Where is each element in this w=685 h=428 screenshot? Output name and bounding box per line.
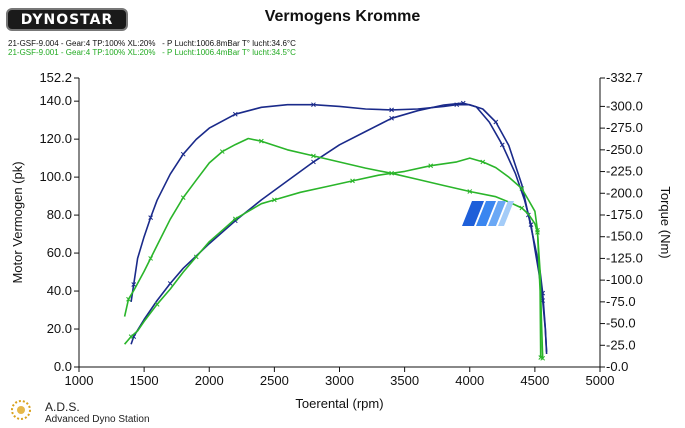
y2-tick-label: -125.0 [606,250,643,265]
series-point-3 [219,149,225,154]
y2-tick-label: -175.0 [606,207,643,222]
series-point-1 [311,102,316,108]
series-point-4 [519,186,525,191]
watermark-stripes-icon [462,201,514,226]
series-point-2 [460,100,466,106]
series-point-4 [535,227,540,233]
y2-tick-label: -332.7 [606,70,643,85]
x-tick-label: 2500 [260,373,289,388]
series-point-1 [148,215,153,220]
series-point-1 [180,151,186,157]
series-point-3 [258,138,264,144]
x-axis-label: Toerental (rpm) [295,396,383,411]
series-line-2 [130,102,548,352]
y2-tick-label: -100.0 [606,272,643,287]
series-point-4 [480,159,486,165]
series-point-3 [180,195,186,200]
series-point-4 [272,197,277,203]
series-point-4 [154,301,160,307]
x-tick-label: 3500 [390,373,419,388]
y-tick-label: 60.0 [47,245,72,260]
y-tick-label: 100.0 [39,169,72,184]
series-point-1 [131,282,137,287]
y2-tick-label: -200.0 [606,185,643,200]
y-tick-label: 40.0 [47,283,72,298]
y2-tick-label: -250.0 [606,142,643,157]
series-point-1 [493,119,499,125]
series-point-3 [467,189,473,194]
series-point-2 [499,142,505,148]
series-point-1 [232,111,238,117]
y-tick-label: 20.0 [47,321,72,336]
series-line-1 [130,103,548,355]
series-point-3 [311,153,316,159]
series-line-3 [123,137,544,359]
series-point-2 [389,115,394,121]
footer-name: A.D.S. [45,400,80,414]
y-tick-label: 80.0 [47,207,72,222]
y-tick-label: 152.2 [39,70,72,85]
y-tick-label: 140.0 [39,93,72,108]
x-tick-label: 3000 [325,373,354,388]
y2-tick-label: -25.0 [606,337,636,352]
series-point-3 [126,296,131,302]
y-tick-label: 120.0 [39,131,72,146]
y-axis-label: Motor Vermogen (pk) [10,161,25,283]
series-point-2 [167,281,173,286]
series-point-3 [519,205,525,211]
series-point-1 [389,107,394,113]
x-tick-label: 4500 [520,373,549,388]
y2-tick-label: -150.0 [606,229,643,244]
x-tick-label: 5000 [586,373,615,388]
chart-title: Vermogens Kromme [264,8,421,25]
series-point-2 [311,159,316,165]
y-tick-label: 0.0 [54,359,72,374]
x-tick-label: 4000 [455,373,484,388]
series-point-2 [528,222,534,227]
ads-logo-icon [11,400,31,420]
series-line-4 [123,157,542,358]
run-info-1: 21-GSF-9.004 - Gear:4 TP:100% XL:20% - P… [8,39,296,48]
series-point-4 [193,254,199,260]
dynostar-logo: DYNOSTAR [6,8,128,31]
y2-tick-label: -225.0 [606,164,643,179]
series-point-4 [428,163,434,169]
y2-axis-label: Torque (Nm) [658,186,673,258]
series-point-4 [538,355,544,360]
y2-tick-label: -0.0 [606,359,628,374]
x-tick-label: 2000 [195,373,224,388]
series-point-4 [128,334,134,339]
y2-tick-label: -50.0 [606,316,636,331]
y2-tick-label: -75.0 [606,294,636,309]
series-point-4 [232,216,238,222]
y2-tick-label: -300.0 [606,98,643,113]
series-point-3 [148,256,153,261]
y2-tick-label: -275.0 [606,120,643,135]
x-tick-label: 1000 [65,373,94,388]
x-tick-label: 1500 [130,373,159,388]
logo-text: DYNOSTAR [20,12,114,28]
footer-subtitle: Advanced Dyno Station [45,414,150,425]
series-point-4 [350,178,355,184]
run-info-2: 21-GSF-9.001 - Gear:4 TP:100% XL:20% - P… [8,48,296,57]
